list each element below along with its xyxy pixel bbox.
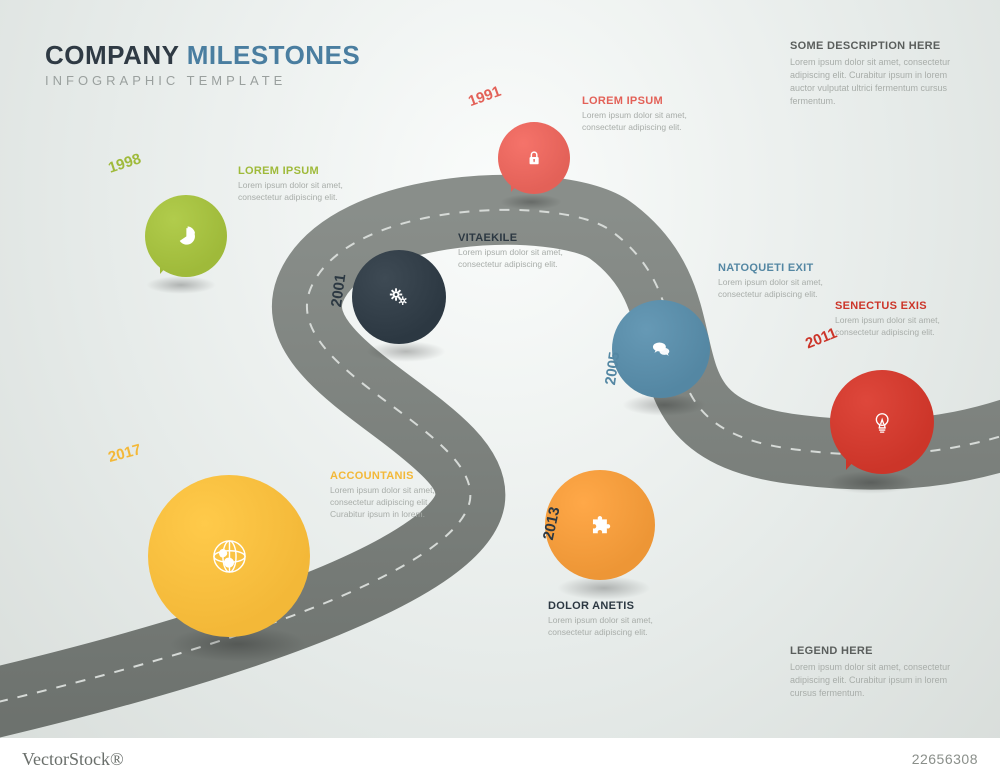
milestone-year-2001: 2001 [328,273,349,308]
milestone-heading: NATOQUETI EXIT [718,262,838,274]
chat-icon [634,322,688,376]
milestone-bubble-2005 [612,300,710,398]
title-accent: MILESTONES [187,40,361,70]
milestone-year-1991: 1991 [466,83,503,110]
milestone-label-2005: NATOQUETI EXIT Lorem ipsum dolor sit ame… [718,262,838,301]
bubble-shadow [500,194,561,210]
bubble-shadow [827,471,915,494]
milestone-bubble-1998 [145,195,227,277]
milestone-year-2005: 2005 [602,351,623,386]
gears-icon [373,271,425,323]
top-description: SOME DESCRIPTION HERE Lorem ipsum dolor … [790,40,955,108]
top-description-heading: SOME DESCRIPTION HERE [790,40,955,52]
milestone-label-1991: LOREM IPSUM Lorem ipsum dolor sit amet, … [582,95,702,134]
milestone-body: Lorem ipsum dolor sit amet, consectetur … [835,315,955,339]
milestone-label-2001: VITAEKILE Lorem ipsum dolor sit amet, co… [458,232,578,271]
milestone-heading: LOREM IPSUM [582,95,702,107]
milestone-bubble-2011 [830,370,934,474]
header: COMPANY MILESTONES INFOGRAPHIC TEMPLATE [45,40,360,88]
legend: LEGEND HERE Lorem ipsum dolor sit amet, … [790,645,955,700]
milestone-heading: LOREM IPSUM [238,165,358,177]
milestone-bubble-1991 [498,122,570,194]
milestone-body: Lorem ipsum dolor sit amet, consectetur … [238,180,358,204]
page-title: COMPANY MILESTONES [45,40,360,71]
legend-heading: LEGEND HERE [790,645,955,657]
milestone-bubble-2017 [148,475,310,637]
milestone-label-2011: SENECTUS EXIS Lorem ipsum dolor sit amet… [835,300,955,339]
milestone-heading: VITAEKILE [458,232,578,244]
bubble-shadow [146,276,216,294]
footer: VectorStock® 22656308 [0,738,1000,780]
lock-icon [514,138,554,178]
milestone-body: Lorem ipsum dolor sit amet, consectetur … [330,485,450,521]
milestone-year-2017: 2017 [106,441,143,466]
milestone-bubble-2001 [352,250,446,344]
milestone-body: Lorem ipsum dolor sit amet, consectetur … [548,615,668,639]
milestone-bubble-2013 [545,470,655,580]
legend-body: Lorem ipsum dolor sit amet, consectetur … [790,661,955,700]
milestone-heading: SENECTUS EXIS [835,300,955,312]
milestone-heading: ACCOUNTANIS [330,470,450,482]
title-pre: COMPANY [45,40,187,70]
milestone-label-2013: DOLOR ANETIS Lorem ipsum dolor sit amet,… [548,600,668,639]
milestone-label-2017: ACCOUNTANIS Lorem ipsum dolor sit amet, … [330,470,450,521]
footer-brand: VectorStock® [22,749,124,770]
milestone-year-1998: 1998 [106,150,143,176]
bulb-icon [853,393,910,450]
bubble-shadow [366,341,446,362]
milestone-body: Lorem ipsum dolor sit amet, consectetur … [458,247,578,271]
milestone-body: Lorem ipsum dolor sit amet, consectetur … [582,110,702,134]
footer-imageid: 22656308 [912,751,978,767]
globe-icon [184,511,273,600]
puzzle-icon [570,495,631,556]
pie-chart-icon [163,213,208,258]
top-description-body: Lorem ipsum dolor sit amet, consectetur … [790,56,955,108]
page-subtitle: INFOGRAPHIC TEMPLATE [45,73,360,88]
milestone-heading: DOLOR ANETIS [548,600,668,612]
milestone-body: Lorem ipsum dolor sit amet, consectetur … [718,277,838,301]
milestone-label-1998: LOREM IPSUM Lorem ipsum dolor sit amet, … [238,165,358,204]
